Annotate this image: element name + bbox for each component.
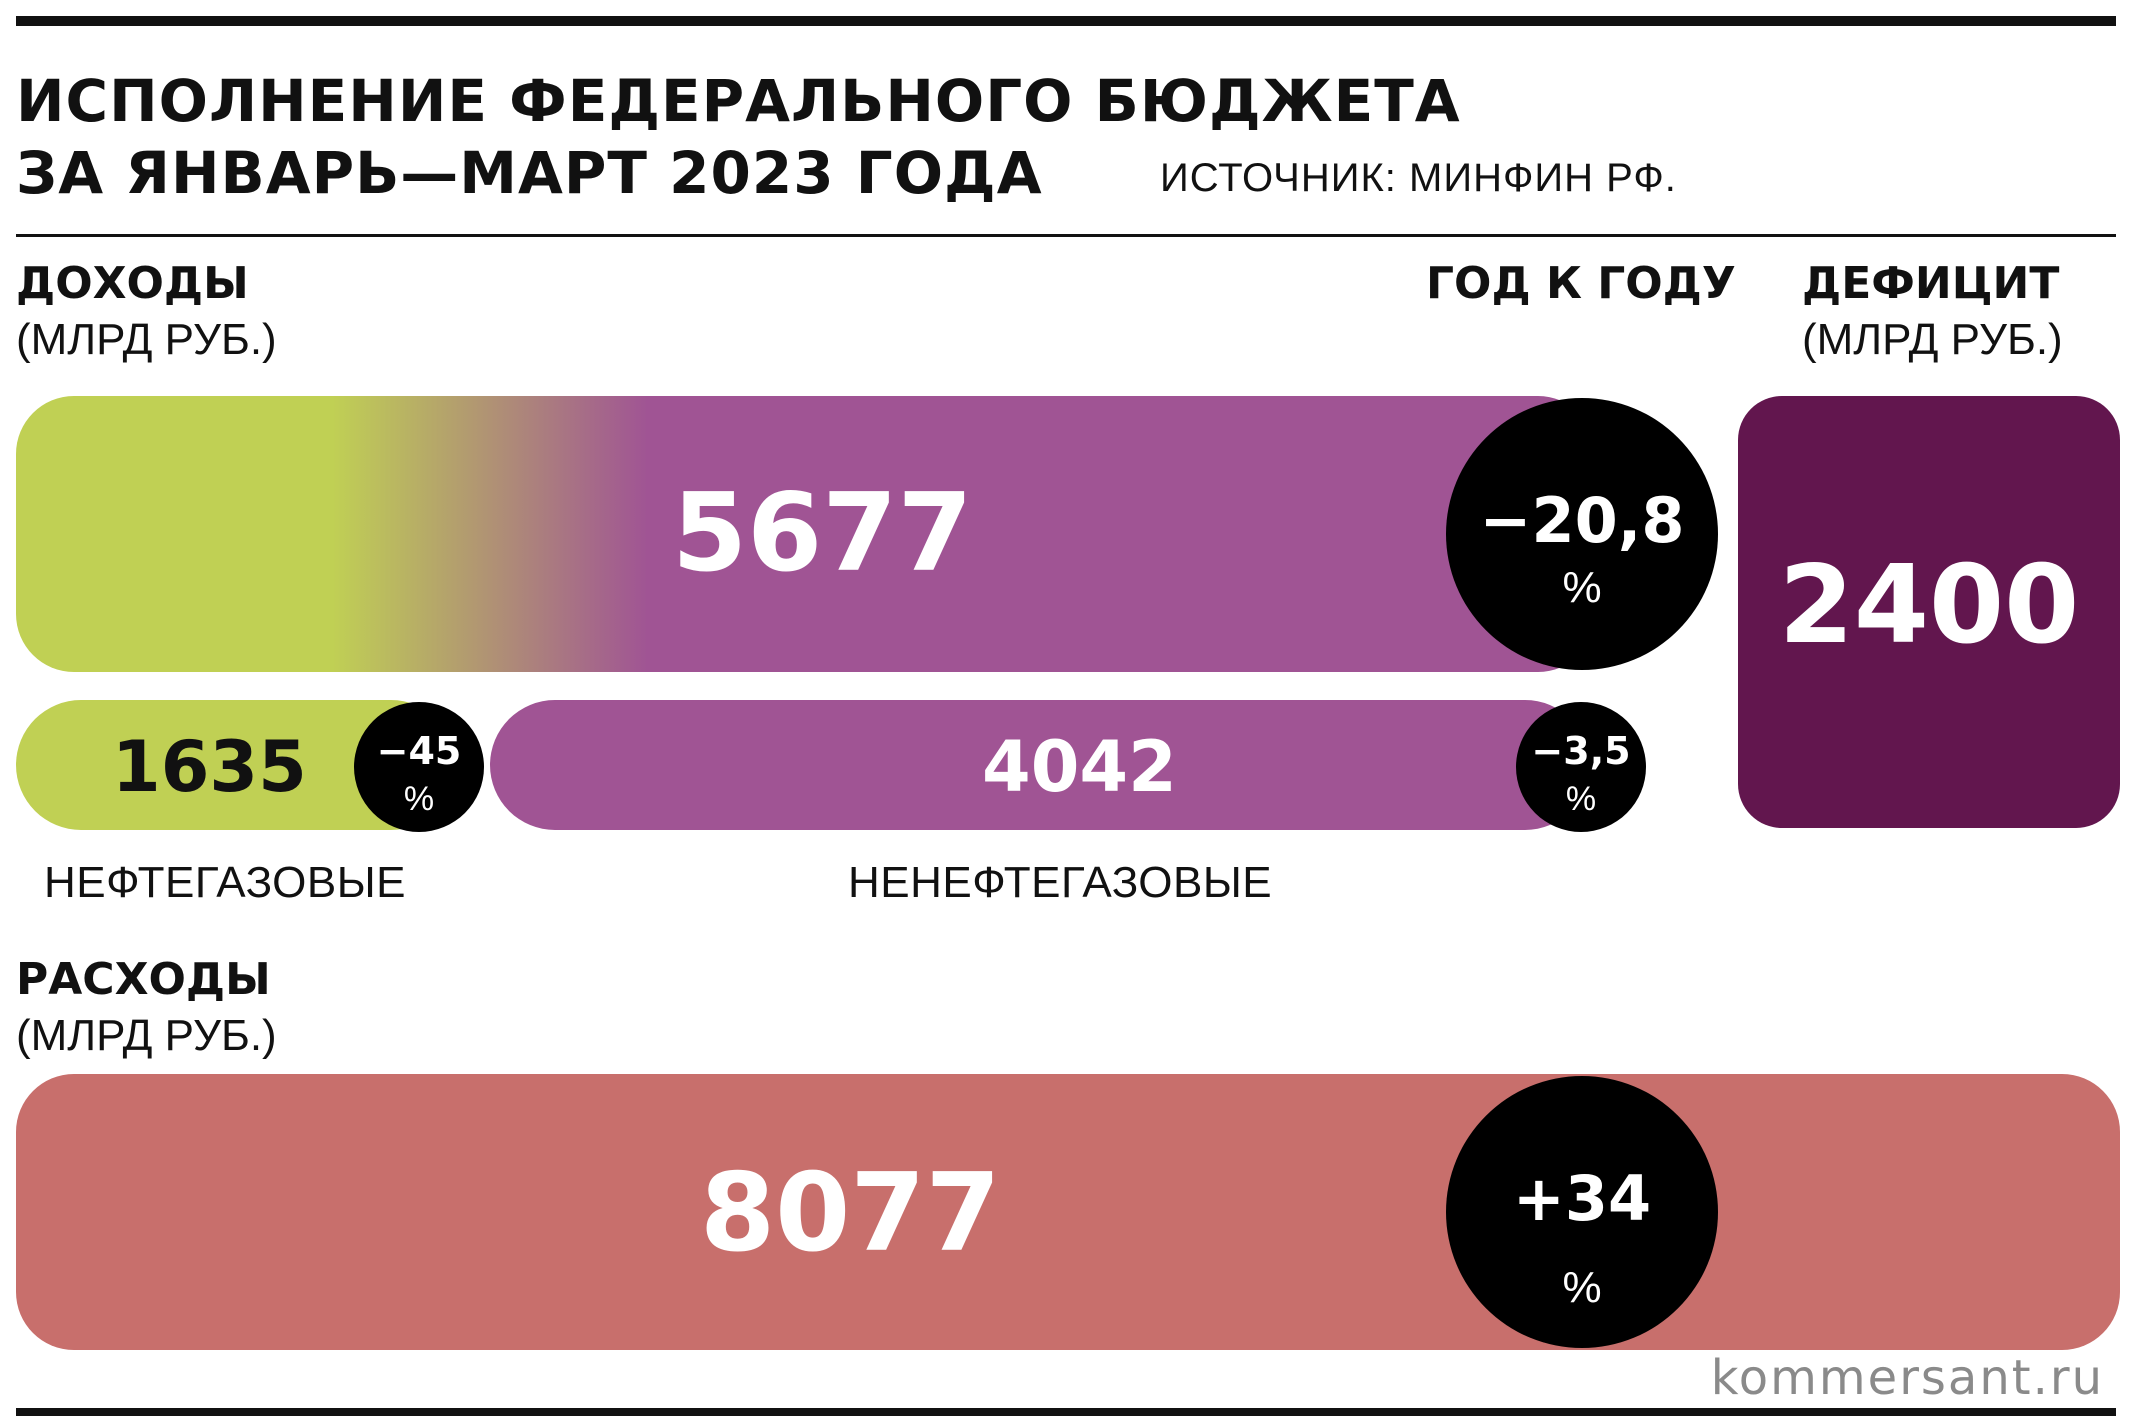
income-total-value: 5677: [672, 471, 973, 596]
deficit-box: [1738, 396, 2120, 828]
expenses-title: РАСХОДЫ: [16, 954, 271, 1005]
income-yoy-value: −20,8: [1479, 484, 1685, 557]
watermark: kommersant.ru: [1710, 1350, 2104, 1406]
chart-title-line1: ИСПОЛНЕНИЕ ФЕДЕРАЛЬНОГО БЮДЖЕТА: [16, 67, 1461, 135]
income-yoy-circle: −20,8 %: [1446, 398, 1718, 670]
non-oil-gas-yoy-unit: %: [1565, 780, 1597, 818]
bottom-rule: [16, 1408, 2116, 1416]
oil-gas-yoy-unit: %: [403, 780, 435, 818]
income-yoy-unit: %: [1562, 563, 1602, 612]
oil-gas-yoy-value: −45: [376, 729, 462, 773]
deficit-title: ДЕФИЦИТ: [1802, 258, 2060, 309]
non-oil-gas-label: НЕНЕФТЕГАЗОВЫЕ: [848, 858, 1273, 907]
non-oil-gas-bar: [490, 700, 1590, 830]
deficit-value: 2400: [1778, 543, 2080, 668]
expenses-yoy-unit: %: [1562, 1263, 1602, 1312]
header-rule: [16, 234, 2116, 237]
income-total-bar: [16, 396, 1596, 672]
expenses-unit: (МЛРД РУБ.): [16, 1011, 277, 1060]
non-oil-gas-value: 4042: [982, 726, 1177, 808]
yoy-title: ГОД К ГОДУ: [1426, 258, 1736, 309]
top-rule: [16, 16, 2116, 26]
non-oil-gas-yoy-circle: −3,5 %: [1516, 702, 1646, 832]
oil-gas-yoy-circle: −45 %: [354, 702, 484, 832]
expenses-yoy-value: +34: [1512, 1162, 1652, 1235]
non-oil-gas-yoy-value: −3,5: [1531, 729, 1631, 773]
expenses-value: 8077: [700, 1151, 1001, 1276]
oil-gas-value: 1635: [112, 726, 307, 808]
income-title: ДОХОДЫ: [16, 258, 249, 309]
expenses-bar: [16, 1074, 2120, 1350]
source-note: ИСТОЧНИК: МИНФИН РФ.: [1160, 156, 1677, 200]
oil-gas-label: НЕФТЕГАЗОВЫЕ: [44, 858, 407, 907]
income-unit: (МЛРД РУБ.): [16, 315, 277, 364]
deficit-unit: (МЛРД РУБ.): [1802, 315, 2063, 364]
chart-title-line2: ЗА ЯНВАРЬ—МАРТ 2023 ГОДА: [16, 139, 1043, 207]
expenses-yoy-circle: +34 %: [1446, 1076, 1718, 1348]
